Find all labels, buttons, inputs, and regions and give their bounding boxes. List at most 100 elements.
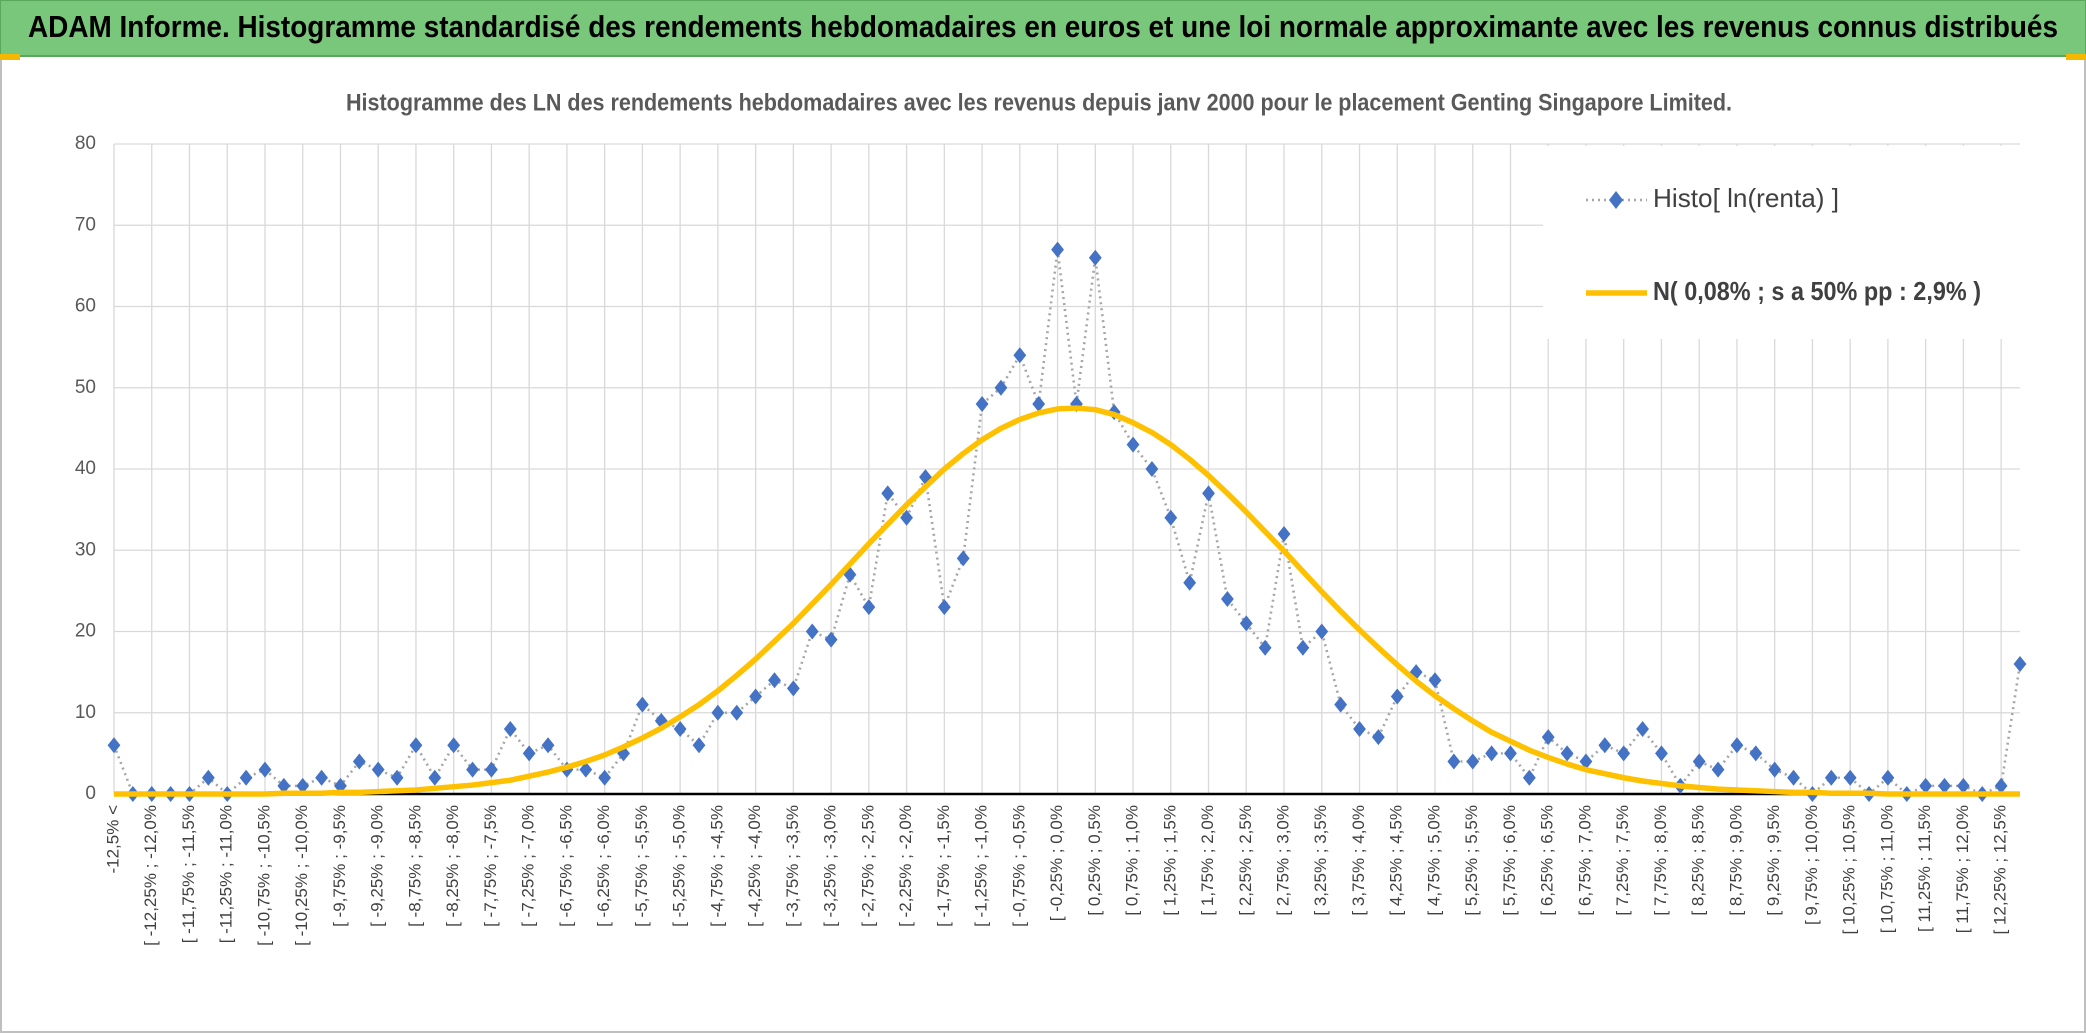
data-point	[1956, 777, 1970, 794]
data-point	[1522, 769, 1536, 786]
data-point	[1334, 696, 1348, 713]
data-point	[1919, 777, 1933, 794]
x-tick-label: [ -2,75% ; -2,5%	[858, 805, 877, 927]
x-tick-label: [ 8,75% ; 9,0%	[1726, 805, 1745, 916]
x-tick-label: [ 11,25% ; 11,5%	[1915, 805, 1934, 932]
data-point	[1730, 737, 1744, 754]
x-tick-label: [ 6,25% ; 6,5%	[1538, 805, 1557, 916]
y-tick-label: 60	[75, 296, 96, 317]
corner-accent	[0, 54, 20, 60]
data-point	[730, 704, 744, 721]
data-point	[334, 777, 347, 794]
data-point	[239, 769, 253, 786]
x-tick-label: [ -3,25% ; -3,0%	[821, 805, 840, 927]
x-tick-label: [ -0,75% ; -0,5%	[1009, 805, 1028, 927]
data-point	[881, 485, 895, 502]
data-point	[1692, 753, 1706, 770]
x-tick-label: [ -0,25% ; 0,0%	[1047, 805, 1066, 921]
data-point	[1504, 745, 1517, 762]
data-point	[1598, 737, 1612, 754]
x-tick-label: [ -10,25% ; -10,0%	[292, 805, 311, 946]
data-point	[937, 599, 951, 616]
data-point	[900, 509, 913, 526]
data-point	[1994, 777, 2008, 794]
data-point	[1390, 688, 1404, 705]
x-tick-label: [ -7,25% ; -7,0%	[519, 805, 538, 927]
x-tick-label: [ 7,75% ; 8,0%	[1651, 805, 1670, 916]
data-point	[1258, 639, 1272, 656]
x-tick-label: [ -11,75% ; -11,5%	[179, 805, 198, 943]
data-point	[635, 696, 649, 713]
data-point	[1787, 769, 1800, 786]
data-point	[485, 761, 498, 778]
x-tick-label: [ -6,75% ; -6,5%	[556, 805, 575, 927]
data-point	[1315, 623, 1329, 640]
data-point	[1126, 436, 1140, 453]
x-tick-label: [ 10,75% ; 11,0%	[1877, 805, 1896, 933]
data-point	[1296, 639, 1310, 656]
header-title: ADAM Informe. Histogramme standardisé de…	[28, 9, 2058, 44]
data-point	[805, 623, 819, 640]
data-point	[258, 761, 272, 778]
data-point	[1221, 591, 1234, 607]
x-tick-label: [ 5,25% ; 5,5%	[1462, 805, 1481, 916]
data-point	[522, 745, 536, 762]
x-tick-label: [ -1,75% ; -1,5%	[934, 805, 953, 927]
legend-label: Histo[ ln(renta) ]	[1653, 183, 1839, 213]
x-tick-label: [ -10,75% ; -10,5%	[254, 805, 273, 946]
data-point	[1579, 753, 1593, 770]
y-tick-label: 0	[85, 783, 96, 804]
data-point	[1466, 753, 1480, 770]
x-tick-label: [ 2,75% ; 3,0%	[1274, 805, 1293, 916]
x-tick-label: [ 3,25% ; 3,5%	[1311, 805, 1330, 916]
data-point	[1371, 729, 1385, 746]
data-point	[692, 737, 706, 754]
data-point	[824, 631, 838, 648]
x-tick-label: [ -12,25% ; -12,0%	[141, 805, 160, 946]
data-point	[1145, 461, 1159, 477]
x-tick-label: [ 0,75% ; 1,0%	[1123, 805, 1142, 916]
data-point	[1711, 761, 1725, 778]
header-bar	[0, 0, 2086, 57]
data-point	[1051, 241, 1064, 258]
data-point	[1070, 396, 1083, 412]
y-tick-label: 50	[75, 377, 96, 398]
x-tick-label: [ -5,75% ; -5,5%	[632, 805, 651, 927]
data-point	[1447, 753, 1461, 770]
x-tick-label: [ 8,25% ; 8,5%	[1689, 805, 1708, 916]
x-tick-label: [ 0,25% ; 0,5%	[1085, 805, 1104, 916]
data-point	[107, 737, 121, 754]
data-point	[994, 379, 1008, 396]
x-tick-label: [ 1,75% ; 2,0%	[1198, 805, 1217, 916]
x-tick-label: [ -8,75% ; -8,5%	[405, 805, 424, 927]
data-point	[390, 769, 404, 786]
data-point	[598, 769, 612, 786]
data-point	[749, 688, 763, 705]
series-line	[114, 405, 2020, 797]
data-point	[1088, 249, 1102, 266]
corner-accent	[2066, 54, 2086, 60]
x-tick-label: [ 1,25% ; 1,5%	[1160, 805, 1179, 916]
x-tick-label: [ 9,75% ; 10,0%	[1802, 805, 1821, 925]
data-point	[1183, 574, 1197, 591]
y-tick-label: 40	[75, 458, 96, 479]
x-tick-label: -12,5% <	[103, 805, 122, 874]
data-point	[1560, 745, 1574, 762]
data-point	[1749, 745, 1763, 762]
data-point	[1881, 769, 1895, 786]
data-point	[503, 721, 517, 737]
legend-label: N( 0,08% ; s a 50% pp : 2,9% )	[1653, 276, 1981, 306]
x-tick-label: [ 4,75% ; 5,0%	[1424, 805, 1443, 916]
y-tick-label: 70	[75, 214, 96, 235]
x-tick-label: [ 5,75% ; 6,0%	[1500, 805, 1519, 916]
x-tick-label: [ 2,25% ; 2,5%	[1236, 805, 1255, 916]
x-tick-label: [ 11,75% ; 12,0%	[1953, 805, 1972, 933]
data-point	[466, 761, 479, 778]
data-point	[2013, 656, 2027, 672]
data-point	[1824, 769, 1838, 786]
data-point	[1353, 721, 1366, 737]
data-point	[1428, 672, 1442, 689]
data-point	[1485, 745, 1499, 762]
data-point	[673, 721, 687, 737]
